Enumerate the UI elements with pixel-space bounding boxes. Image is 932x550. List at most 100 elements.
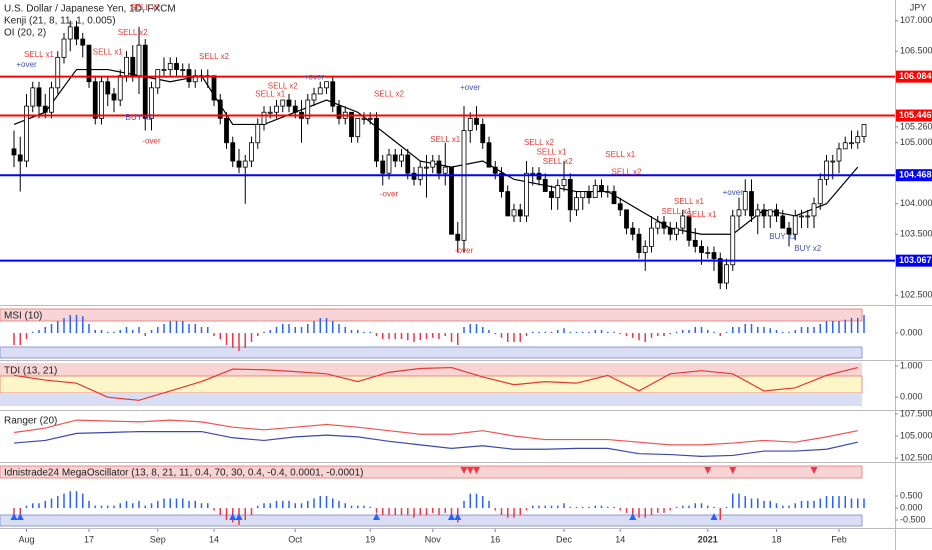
signal-label: SELL x2 bbox=[543, 157, 573, 166]
signal-label: SELL x2 bbox=[524, 138, 554, 147]
histogram-bar bbox=[525, 333, 528, 336]
histogram-bar bbox=[319, 496, 321, 509]
histogram-bar bbox=[144, 333, 146, 336]
candle-body bbox=[786, 227, 792, 235]
candle-body bbox=[699, 246, 704, 253]
histogram-bar bbox=[32, 331, 34, 333]
level-label-bg bbox=[896, 169, 932, 182]
histogram-bar bbox=[675, 506, 678, 509]
histogram-bar bbox=[344, 503, 346, 509]
histogram-bar bbox=[288, 500, 290, 509]
histogram-bar bbox=[619, 333, 621, 335]
histogram-bar bbox=[607, 331, 609, 333]
candle-body bbox=[255, 124, 261, 144]
histogram-bar bbox=[207, 503, 209, 509]
histogram-bar bbox=[75, 491, 78, 509]
histogram-bar bbox=[157, 327, 159, 333]
y-tick-label: -0.500 bbox=[900, 514, 926, 524]
x-tick-label: 17 bbox=[84, 534, 94, 544]
candle-body bbox=[130, 56, 136, 77]
candle-body bbox=[336, 105, 342, 119]
histogram-bar bbox=[425, 333, 428, 339]
histogram-bar bbox=[350, 505, 353, 509]
candle-body bbox=[405, 154, 411, 174]
candle-body bbox=[674, 227, 679, 235]
candle-body bbox=[842, 142, 848, 150]
histogram-bar bbox=[813, 500, 815, 509]
histogram-bar bbox=[750, 498, 753, 509]
histogram-bar bbox=[38, 330, 40, 333]
histogram-bar bbox=[219, 508, 221, 516]
histogram-bar bbox=[13, 333, 15, 345]
candle-body bbox=[599, 185, 604, 192]
histogram-bar bbox=[438, 508, 440, 516]
candle-body bbox=[286, 99, 292, 107]
candle-body bbox=[861, 124, 867, 138]
up-arrow bbox=[629, 513, 637, 520]
histogram-bar bbox=[169, 321, 171, 333]
histogram-bar bbox=[282, 324, 284, 333]
up-arrow bbox=[373, 513, 380, 520]
candle-body bbox=[317, 87, 323, 95]
candle-body bbox=[155, 69, 161, 89]
histogram-bar bbox=[582, 331, 584, 333]
down-arrow bbox=[466, 467, 474, 474]
signal-label: SELL x1 bbox=[674, 197, 704, 206]
histogram-bar bbox=[613, 506, 615, 509]
candle-body bbox=[230, 142, 236, 162]
histogram-bar bbox=[613, 331, 615, 333]
candle-body bbox=[686, 215, 692, 241]
x-tick-label: 18 bbox=[771, 534, 781, 544]
histogram-bar bbox=[407, 508, 409, 516]
histogram-bar bbox=[113, 505, 115, 509]
line-series bbox=[13, 419, 858, 446]
histogram-bar bbox=[138, 500, 140, 509]
candle-body bbox=[480, 124, 486, 144]
candle-body bbox=[92, 81, 98, 119]
histogram-bar bbox=[819, 498, 821, 509]
up-arrow bbox=[710, 513, 718, 520]
candle-body bbox=[499, 172, 504, 192]
histogram-bar bbox=[125, 500, 128, 509]
histogram-bar bbox=[469, 493, 471, 509]
histogram-bar bbox=[663, 333, 665, 336]
histogram-bar bbox=[500, 333, 503, 338]
signal-label: SELL x2 bbox=[268, 82, 298, 91]
histogram-bar bbox=[332, 498, 334, 509]
histogram-bar bbox=[744, 324, 746, 333]
candle-body bbox=[430, 160, 436, 168]
histogram-bar bbox=[63, 318, 65, 333]
histogram-bar bbox=[569, 506, 571, 509]
down-arrow bbox=[473, 467, 480, 474]
histogram-bar bbox=[419, 508, 421, 516]
histogram-bar bbox=[182, 321, 184, 333]
candle-body bbox=[605, 191, 611, 193]
histogram-bar bbox=[163, 324, 165, 333]
histogram-bar bbox=[338, 500, 340, 509]
y-tick-label: 107.000 bbox=[900, 15, 932, 25]
level-label-bg bbox=[896, 254, 932, 267]
candle-body bbox=[561, 178, 567, 186]
histogram-bar bbox=[300, 503, 303, 509]
candle-body bbox=[486, 142, 492, 168]
mega-lower-band bbox=[0, 514, 863, 527]
histogram-bar bbox=[257, 333, 259, 336]
candle-body bbox=[611, 191, 617, 205]
histogram-bar bbox=[382, 333, 384, 339]
candle-body bbox=[536, 172, 542, 180]
histogram-bar bbox=[375, 508, 378, 513]
histogram-bar bbox=[194, 500, 196, 509]
candle-body bbox=[161, 69, 167, 71]
histogram-bar bbox=[819, 324, 821, 333]
candle-body bbox=[642, 246, 648, 253]
y-tick-label: 0.500 bbox=[900, 490, 923, 500]
histogram-bar bbox=[50, 498, 53, 509]
candle-body bbox=[649, 227, 654, 247]
histogram-bar bbox=[119, 503, 121, 509]
candle-body bbox=[355, 117, 361, 138]
candle-body bbox=[811, 203, 817, 217]
histogram-bar bbox=[125, 327, 128, 333]
histogram-bar bbox=[857, 498, 859, 509]
kenji-legend: Kenji (21, 8, 11, 1, 0.005) bbox=[4, 16, 116, 27]
y-tick-label: 106.500 bbox=[900, 46, 932, 56]
